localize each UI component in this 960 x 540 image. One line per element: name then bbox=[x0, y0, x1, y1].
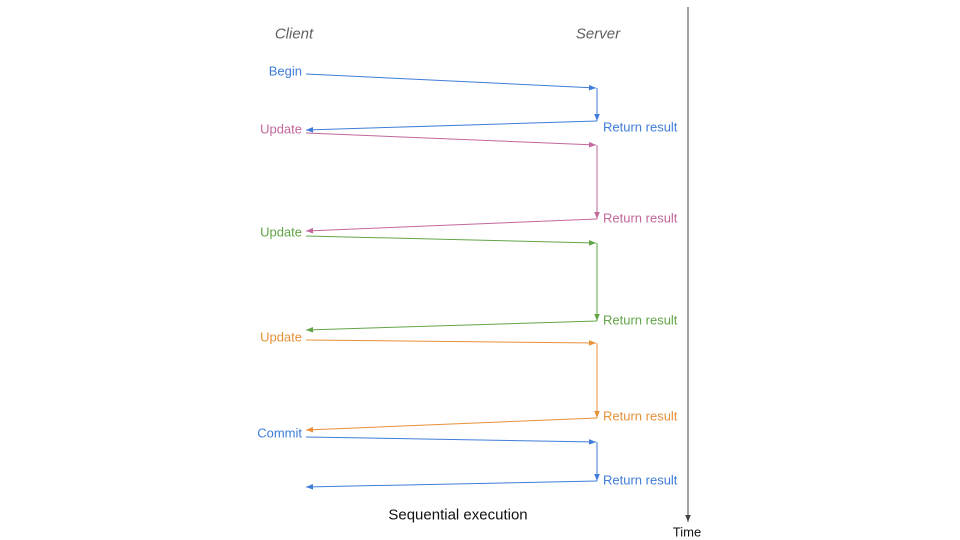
return-arrow bbox=[305, 218, 598, 232]
return-arrow bbox=[305, 320, 598, 331]
return-result-label: Return result bbox=[603, 408, 678, 424]
send-arrow-head bbox=[588, 439, 596, 445]
return-arrow bbox=[305, 120, 598, 131]
return-result-label: Return result bbox=[603, 119, 678, 135]
return-result-label: Return result bbox=[603, 210, 678, 226]
caption: Sequential execution bbox=[388, 506, 528, 524]
time-label: Time bbox=[672, 524, 702, 540]
server-processing-line-head bbox=[594, 212, 600, 219]
return-result-label: Return result bbox=[603, 312, 678, 328]
return-arrow bbox=[305, 417, 598, 431]
send-arrow-head bbox=[588, 240, 596, 246]
server-processing-line-head bbox=[594, 411, 600, 418]
send-arrow bbox=[305, 132, 597, 146]
send-arrow bbox=[305, 235, 597, 244]
call-label-begin: Begin bbox=[268, 63, 302, 79]
server-processing-line-head bbox=[594, 314, 600, 321]
return-result-label: Return result bbox=[603, 472, 678, 488]
send-arrow bbox=[305, 436, 597, 443]
server-processing-line-head bbox=[594, 114, 600, 121]
time-axis-head bbox=[685, 515, 691, 522]
call-label-commit: Commit bbox=[257, 425, 302, 441]
return-arrow-head bbox=[306, 326, 314, 333]
client-header: Client bbox=[274, 25, 314, 43]
send-arrow-head bbox=[588, 84, 596, 91]
return-arrow bbox=[305, 480, 598, 488]
send-arrow bbox=[305, 339, 597, 344]
return-arrow-head bbox=[306, 126, 314, 133]
server-header: Server bbox=[575, 25, 621, 43]
send-arrow-head bbox=[588, 340, 596, 346]
return-arrow-head bbox=[306, 227, 314, 234]
call-label-update: Update bbox=[260, 329, 302, 345]
return-arrow-head bbox=[306, 484, 314, 490]
send-arrow-head bbox=[588, 141, 596, 148]
server-processing-line-head bbox=[594, 474, 600, 481]
send-arrow bbox=[305, 73, 597, 89]
call-label-update: Update bbox=[260, 224, 302, 240]
return-arrow-head bbox=[306, 426, 314, 433]
call-label-update: Update bbox=[260, 121, 302, 137]
